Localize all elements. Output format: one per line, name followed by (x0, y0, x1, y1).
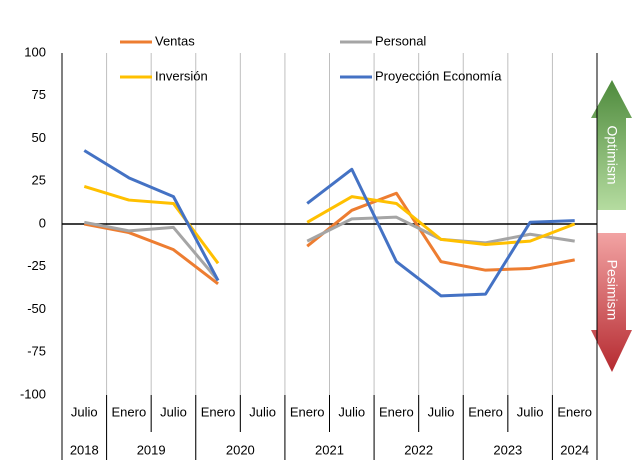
series-line (83, 184, 576, 265)
y-tick-label: -100 (20, 386, 46, 401)
legend-label: Proyección Economía (375, 68, 502, 83)
y-tick-label: -25 (27, 258, 46, 273)
series-line (84, 191, 575, 286)
x-tick-label: Enero (201, 404, 236, 419)
year-label: 2021 (315, 442, 344, 457)
x-tick-label: Julio (517, 404, 544, 419)
x-tick-label: Julio (160, 404, 187, 419)
x-tick-label: Enero (379, 404, 414, 419)
x-tick-label: Julio (428, 404, 455, 419)
year-label: 2022 (404, 442, 433, 457)
x-tick-label: Julio (338, 404, 365, 419)
pesimism-label: Pesimism (604, 260, 620, 321)
legend-label: Personal (375, 33, 426, 48)
y-tick-label: 25 (32, 173, 46, 188)
series-line (83, 149, 575, 298)
x-tick-label: Enero (468, 404, 503, 419)
y-tick-label: -75 (27, 344, 46, 359)
pesimism-arrow (591, 233, 632, 372)
year-label: 2019 (137, 442, 166, 457)
year-label: 2020 (226, 442, 255, 457)
y-tick-label: 50 (32, 130, 46, 145)
y-tick-label: 75 (32, 87, 46, 102)
legend-label: Ventas (155, 33, 195, 48)
year-label: 2024 (560, 442, 589, 457)
x-tick-label: Julio (249, 404, 276, 419)
year-label: 2023 (493, 442, 522, 457)
y-tick-label: 100 (24, 44, 46, 59)
legend-label: Inversión (155, 68, 208, 83)
optimism-label: Optimism (604, 125, 620, 184)
y-tick-label: 0 (39, 215, 46, 230)
year-label: 2018 (70, 442, 99, 457)
x-tick-label: Enero (557, 404, 592, 419)
x-tick-label: Enero (290, 404, 325, 419)
x-tick-label: Enero (112, 404, 147, 419)
optimism-arrow (591, 80, 632, 210)
y-tick-label: -50 (27, 301, 46, 316)
x-tick-label: Julio (71, 404, 98, 419)
